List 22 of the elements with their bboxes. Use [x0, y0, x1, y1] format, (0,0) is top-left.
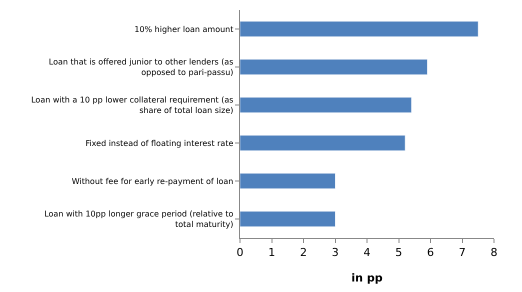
y-tick-label: Loan with 10pp longer grace period (relative to total maturity): [44, 210, 234, 229]
x-tick-label: 1: [268, 246, 276, 260]
x-tick-label: 8: [490, 246, 498, 260]
bar: [240, 173, 336, 189]
x-tick-label: 6: [427, 246, 434, 260]
y-tick-label: Loan that is offered junior to other lenders (as opposed to pari-passu): [48, 58, 234, 77]
x-tick-label: 7: [458, 246, 466, 260]
x-axis-title: in pp: [351, 271, 383, 284]
y-tick-label: Without fee for early re-payment of loan: [72, 176, 234, 186]
x-tick-label: 4: [364, 246, 370, 260]
x-tick-label: 2: [300, 246, 307, 260]
bar: [240, 59, 428, 75]
x-tick-label: 0: [236, 246, 244, 260]
x-tick-label: 5: [395, 246, 402, 260]
y-tick-label: Fixed instead of floating interest rate: [85, 138, 234, 148]
x-tick-label: 3: [332, 246, 339, 260]
bar: [240, 135, 406, 151]
bar: [240, 97, 412, 113]
bar: [240, 211, 336, 227]
bar: [240, 21, 478, 37]
y-tick-label: Loan with a 10 pp lower collateral requirement (as share of total loan size): [31, 96, 234, 115]
y-tick-label: 10% higher loan amount: [134, 24, 234, 34]
